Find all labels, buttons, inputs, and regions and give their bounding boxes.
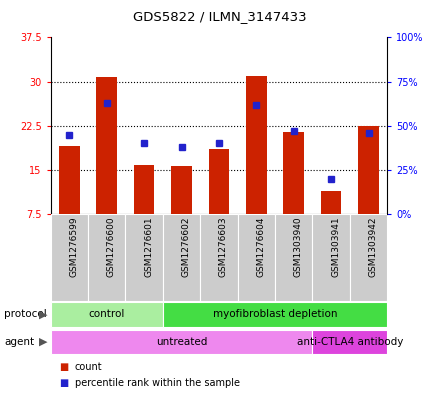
Bar bbox=[171, 166, 192, 214]
Text: GSM1303941: GSM1303941 bbox=[331, 217, 340, 277]
Text: agent: agent bbox=[4, 337, 34, 347]
Text: GSM1276604: GSM1276604 bbox=[256, 217, 265, 277]
Text: GSM1276600: GSM1276600 bbox=[107, 217, 116, 277]
Text: GSM1276601: GSM1276601 bbox=[144, 217, 153, 277]
Bar bbox=[350, 214, 387, 301]
Text: anti-CTLA4 antibody: anti-CTLA4 antibody bbox=[297, 337, 403, 347]
Text: GSM1303942: GSM1303942 bbox=[368, 217, 378, 277]
Bar bbox=[283, 132, 304, 214]
Bar bbox=[88, 214, 125, 301]
Text: untreated: untreated bbox=[156, 337, 207, 347]
Bar bbox=[134, 165, 154, 214]
Bar bbox=[51, 329, 312, 354]
Text: ▶: ▶ bbox=[39, 337, 48, 347]
Bar bbox=[275, 214, 312, 301]
Bar bbox=[209, 149, 229, 214]
Bar bbox=[96, 77, 117, 214]
Text: ■: ■ bbox=[59, 362, 69, 373]
Bar bbox=[358, 126, 379, 214]
Bar bbox=[200, 214, 238, 301]
Bar bbox=[246, 75, 267, 214]
Text: control: control bbox=[88, 309, 125, 320]
Bar bbox=[321, 191, 341, 214]
Text: ▶: ▶ bbox=[39, 309, 48, 320]
Text: ■: ■ bbox=[59, 378, 69, 388]
Bar bbox=[163, 302, 387, 327]
Text: GSM1276602: GSM1276602 bbox=[181, 217, 191, 277]
Text: myofibroblast depletion: myofibroblast depletion bbox=[213, 309, 337, 320]
Bar bbox=[51, 214, 88, 301]
Bar bbox=[59, 146, 80, 214]
Text: protocol: protocol bbox=[4, 309, 47, 320]
Text: percentile rank within the sample: percentile rank within the sample bbox=[75, 378, 240, 388]
Text: count: count bbox=[75, 362, 103, 373]
Bar bbox=[125, 214, 163, 301]
Bar bbox=[238, 214, 275, 301]
Bar bbox=[51, 302, 163, 327]
Text: GDS5822 / ILMN_3147433: GDS5822 / ILMN_3147433 bbox=[133, 10, 307, 23]
Bar bbox=[312, 214, 350, 301]
Bar bbox=[312, 329, 387, 354]
Text: GSM1303940: GSM1303940 bbox=[294, 217, 303, 277]
Text: GSM1276603: GSM1276603 bbox=[219, 217, 228, 277]
Bar bbox=[163, 214, 200, 301]
Text: GSM1276599: GSM1276599 bbox=[70, 217, 78, 277]
